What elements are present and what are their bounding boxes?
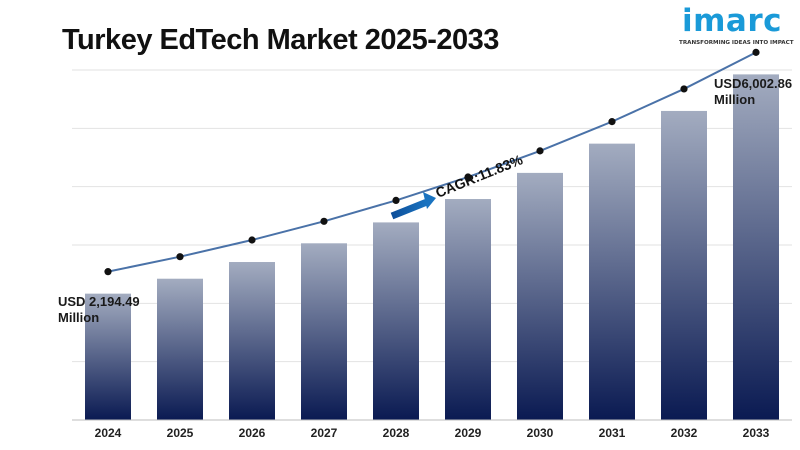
trend-line-group — [104, 48, 760, 276]
cagr-label: CAGR:11.83% — [433, 151, 525, 201]
x-axis-tick-labels: 2024 2025 2026 2027 2028 2029 2030 2031 2032 2033 — [72, 419, 792, 440]
x-tick-label-2025: 2025 — [167, 426, 194, 440]
trend-marker-2027 — [320, 217, 328, 225]
logo-tagline: TRANSFORMING IDEAS INTO IMPACT — [679, 40, 794, 46]
trend-line — [107, 51, 757, 273]
bar-2030 — [517, 172, 563, 420]
x-tick-label-2032: 2032 — [671, 426, 698, 440]
end-value-label: USD6,002.86 Million — [714, 76, 792, 108]
trend-marker-2026 — [248, 236, 256, 244]
bar-2024 — [85, 293, 131, 420]
x-tick-label-2028: 2028 — [383, 426, 410, 440]
x-tick-label-2024: 2024 — [95, 426, 122, 440]
bar-2028 — [373, 222, 419, 420]
trend-marker-2031 — [608, 118, 616, 126]
bar-2031 — [589, 143, 635, 421]
cagr-arrow-shaft — [390, 199, 428, 220]
trend-marker-2025 — [176, 253, 184, 261]
x-tick-label-2029: 2029 — [455, 426, 482, 440]
bar-2027 — [301, 243, 347, 420]
bars-group — [85, 74, 779, 421]
imarc-logo: imarc TRANSFORMING IDEAS INTO IMPACT — [676, 3, 794, 52]
trend-marker-2029 — [464, 173, 472, 181]
trend-marker-2032 — [680, 85, 688, 93]
logo-wordmark: imarc — [682, 3, 783, 39]
cagr-arrow-head — [423, 192, 436, 209]
start-value-amount: USD 2,194.49 — [58, 294, 140, 309]
bar-2033 — [733, 74, 779, 420]
x-tick-label-2033: 2033 — [743, 426, 770, 440]
x-tick-label-2031: 2031 — [599, 426, 626, 440]
x-tick-label-2027: 2027 — [311, 426, 338, 440]
bar-2026 — [229, 262, 275, 420]
trend-marker-2033 — [752, 48, 760, 56]
bar-2029 — [445, 199, 491, 420]
end-value-unit: Million — [714, 92, 756, 107]
x-tick-label-2026: 2026 — [239, 426, 266, 440]
x-tick-label-2030: 2030 — [527, 426, 554, 440]
trend-marker-2028 — [392, 196, 400, 204]
bar-2025 — [157, 278, 203, 420]
start-value-label: USD 2,194.49 Million — [58, 294, 140, 326]
trend-marker-2024 — [104, 268, 112, 276]
end-value-amount: USD6,002.86 — [714, 76, 793, 91]
start-value-unit: Million — [58, 310, 100, 325]
chart-title: Turkey EdTech Market 2025-2033 — [62, 24, 499, 56]
bar-2032 — [661, 110, 707, 420]
trend-marker-2030 — [536, 147, 544, 155]
